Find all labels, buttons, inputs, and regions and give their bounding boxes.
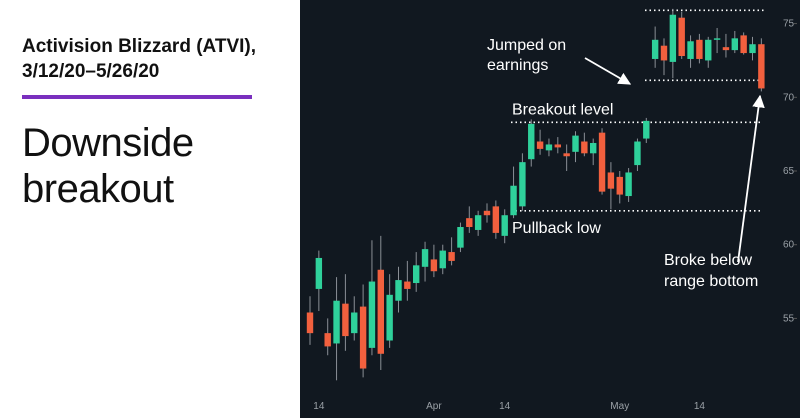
candle-body	[342, 303, 349, 337]
candle-body	[581, 141, 588, 154]
headline-line: Downside	[22, 121, 194, 165]
candle-body	[519, 162, 526, 207]
candle-body	[474, 215, 482, 230]
accent-bar	[22, 95, 252, 99]
annotation: earnings	[487, 57, 548, 74]
candle-body	[368, 281, 376, 348]
y-tick-label: 55	[783, 313, 795, 324]
y-tick-label: 65	[783, 166, 795, 177]
candle-body	[696, 39, 703, 59]
candle-body	[528, 123, 535, 160]
candle-body	[749, 44, 756, 54]
candle-body	[598, 132, 606, 192]
candle-body	[713, 38, 721, 40]
x-tick-label: 14	[313, 401, 325, 412]
candle-body	[315, 257, 323, 289]
annotation: Jumped on	[487, 37, 566, 54]
candle-body	[572, 135, 579, 152]
level-label: Breakout level	[512, 101, 613, 118]
candle-body	[616, 176, 623, 195]
candle-body	[324, 333, 331, 347]
candle-body	[634, 141, 641, 166]
x-tick-label: Apr	[426, 401, 442, 412]
candle-body	[643, 120, 650, 139]
y-tick-label: 70	[783, 92, 795, 103]
x-tick-label: May	[610, 401, 629, 412]
left-panel: Activision Blizzard (ATVI), 3/12/20–5/26…	[0, 0, 300, 418]
candle-body	[651, 39, 659, 59]
annotation: range bottom	[664, 273, 758, 290]
candle-body	[457, 227, 464, 248]
headline-line: breakout	[22, 167, 174, 211]
arrow	[737, 94, 765, 263]
candle-body	[359, 306, 367, 369]
candle-body	[421, 249, 429, 267]
candle-body	[448, 252, 455, 261]
chart: Jumped on earnings Broke below range bot…	[300, 0, 800, 418]
annotation: Broke below	[664, 252, 752, 269]
candle-body	[377, 269, 384, 354]
candle-body	[492, 206, 500, 233]
candle-body	[722, 47, 730, 51]
candle-body	[687, 41, 694, 59]
x-tick-label: 14	[499, 401, 511, 412]
candle-body	[678, 17, 685, 57]
arrow	[584, 57, 632, 85]
candle-body	[483, 210, 491, 216]
candle-body	[660, 45, 668, 61]
candle-body	[669, 14, 677, 62]
candle-body	[590, 142, 597, 154]
candle-body	[501, 215, 508, 236]
candle-body	[625, 172, 632, 197]
level-label: Pullback low	[512, 220, 601, 237]
candle-body	[536, 141, 544, 149]
candle-body	[510, 185, 517, 216]
candle-body	[413, 265, 420, 284]
candle-body	[333, 300, 340, 344]
title-line: 3/12/20–5/26/20	[22, 61, 160, 82]
candle-body	[740, 35, 747, 54]
candle-body	[731, 38, 738, 51]
candle-body	[404, 281, 411, 289]
title-line: Activision Blizzard (ATVI),	[22, 36, 257, 57]
candle-body	[545, 144, 553, 151]
candle-body	[430, 259, 438, 272]
candle-body	[563, 153, 570, 157]
x-tick-label: 14	[694, 401, 706, 412]
candle-body	[386, 294, 393, 341]
candle-body	[607, 172, 615, 189]
y-tick-label: 75	[783, 19, 795, 30]
candle-body	[466, 218, 473, 228]
chart-background	[300, 0, 800, 418]
candle-body	[705, 39, 712, 61]
candle-body	[554, 144, 561, 148]
candle-body	[306, 312, 314, 334]
candle-body	[758, 44, 765, 89]
y-tick-label: 60	[783, 240, 795, 251]
candle-body	[439, 250, 446, 269]
candle-body	[395, 280, 402, 301]
candle-body	[351, 312, 358, 334]
